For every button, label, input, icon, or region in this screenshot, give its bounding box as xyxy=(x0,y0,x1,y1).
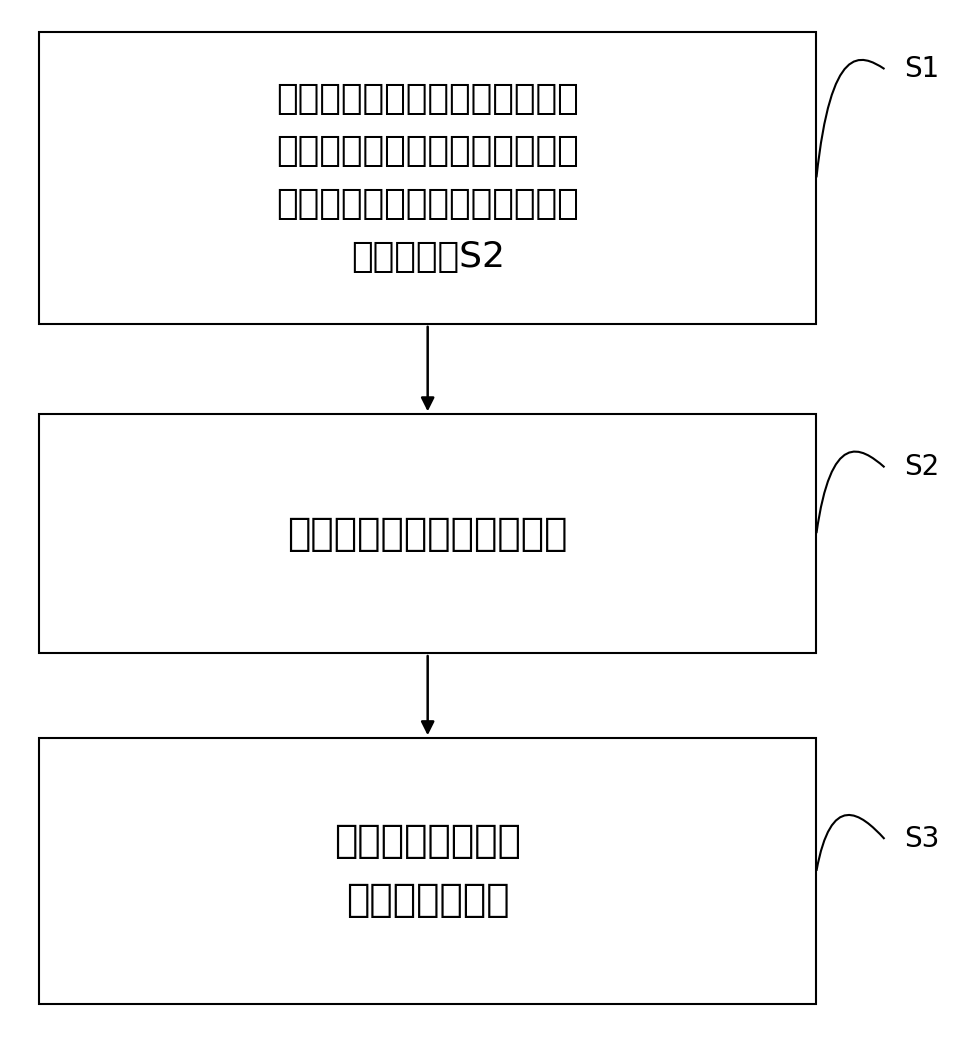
Bar xyxy=(39,738,816,1004)
Bar xyxy=(39,32,816,324)
Text: 计算消息的源节点与目的节点在
各方向的距离，如果在各方向的
距离之和为零，则路由完成，否
则执行步骤S2: 计算消息的源节点与目的节点在 各方向的距离，如果在各方向的 距离之和为零，则路由… xyxy=(276,82,579,274)
Text: S2: S2 xyxy=(904,453,939,481)
Text: 把网络划分为两个虚拟子网: 把网络划分为两个虚拟子网 xyxy=(288,515,568,552)
Bar xyxy=(39,414,816,653)
Text: S3: S3 xyxy=(904,825,939,853)
Text: 消息进入其中一个
虚拟子网中路由: 消息进入其中一个 虚拟子网中路由 xyxy=(334,822,521,920)
Text: S1: S1 xyxy=(904,55,939,83)
